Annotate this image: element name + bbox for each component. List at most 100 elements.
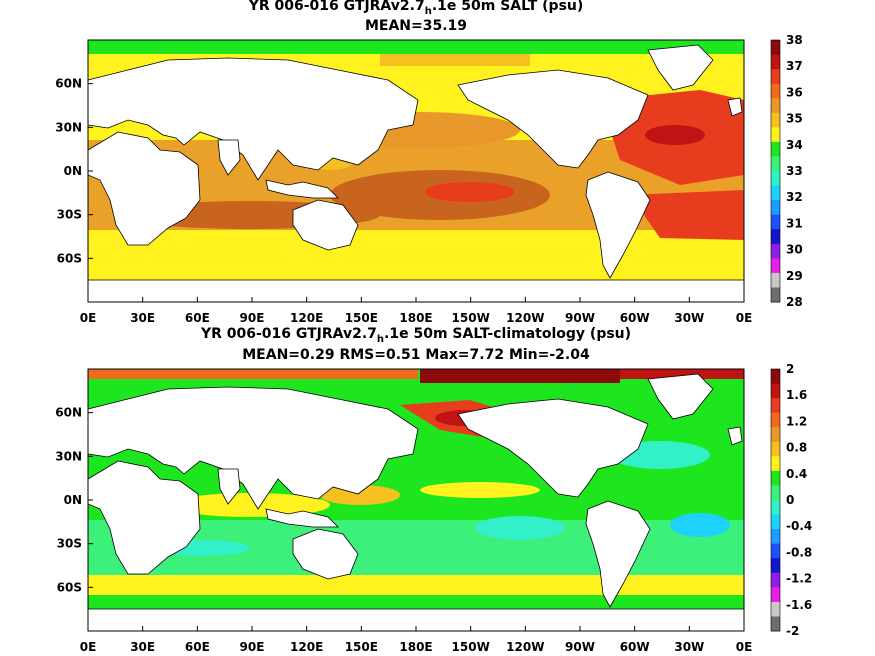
bottom-lon-label: 150W (452, 640, 490, 654)
top-lat-label: 60N (55, 77, 82, 91)
bottom-satlantic-blue (670, 513, 730, 537)
top-colorbar-swatch (771, 98, 780, 114)
top-spacific-red (425, 182, 515, 202)
top-colorbar-label: 28 (786, 295, 803, 309)
bottom-colorbar-swatch (771, 500, 780, 516)
top-stats-text: MEAN=35.19 (364, 18, 468, 34)
top-colorbar-label: 31 (786, 216, 803, 230)
top-lon-label: 0E (736, 311, 753, 325)
bottom-spacific-cyan (475, 516, 565, 540)
bottom-map-stats: MEAN=0.29 RMS=0.51 Max=7.72 Min=-2.04 (88, 347, 744, 364)
bottom-lon-label: 0E (736, 640, 753, 654)
bottom-colorbar-swatch (771, 485, 780, 501)
top-colorbar-swatch (771, 200, 780, 216)
top-colorbar-label: 35 (786, 112, 803, 126)
top-colorbar-swatch (771, 40, 780, 56)
top-lon-label: 60W (620, 311, 650, 325)
bottom-colorbar-swatch (771, 514, 780, 530)
top-lon-label: 150W (452, 311, 490, 325)
bottom-lon-label: 60W (620, 640, 650, 654)
bottom-lat-label: 60N (55, 406, 82, 420)
top-natlantic-darkred (645, 125, 705, 145)
top-lon-label: 0E (80, 311, 97, 325)
bottom-colorbar-swatch (771, 427, 780, 443)
top-map-stats: MEAN=35.19 (88, 18, 744, 35)
bottom-colorbar-swatch (771, 383, 780, 399)
top-colorbar-frame (770, 39, 781, 303)
bottom-colorbar-swatch (771, 543, 780, 559)
bottom-colorbar-label: 2 (786, 362, 794, 376)
bottom-arctic-orange (88, 369, 418, 379)
axis-labels: 60N 30N 0N 30S 60S 0E 30E 60E 90E 120E 150E 180E 150… (55, 77, 752, 654)
bottom-colorbar-swatch (771, 558, 780, 574)
top-colorbar-label: 29 (786, 269, 803, 283)
top-lon-label: 120W (506, 311, 544, 325)
top-colorbar-swatch (771, 171, 780, 187)
bottom-colorbar-swatch (771, 441, 780, 457)
bottom-colorbar-frame (770, 368, 781, 632)
top-lat-label: 30N (55, 120, 82, 134)
bottom-colorbar-label: 1.6 (786, 388, 807, 402)
top-colorbar-swatch (771, 185, 780, 201)
bottom-arctic-red-atl (620, 369, 744, 379)
bottom-colorbar-swatch (771, 616, 780, 632)
bottom-lon-label: 150E (345, 640, 378, 654)
bottom-colorbar-swatch (771, 572, 780, 588)
top-colorbar-label: 34 (786, 138, 803, 152)
bottom-lat-label: 60S (57, 580, 82, 594)
bottom-colorbar-swatch (771, 369, 780, 385)
bottom-lon-label: 30W (674, 640, 704, 654)
top-colorbar-swatch (771, 83, 780, 99)
bottom-lon-label: 90W (565, 640, 595, 654)
top-colorbar-swatch (771, 156, 780, 172)
bottom-eqpacific-yellow (420, 482, 540, 498)
bottom-stats-text: MEAN=0.29 RMS=0.51 Max=7.72 Min=-2.04 (242, 347, 590, 363)
top-title-main: YR 006-016 GTJRAv2.7 (248, 0, 425, 14)
top-colorbar-label: 38 (786, 33, 803, 47)
bottom-lat-label: 30S (57, 537, 82, 551)
bottom-lon-label: 30E (130, 640, 155, 654)
top-lon-label: 30E (130, 311, 155, 325)
top-arctic-green (88, 40, 744, 54)
top-lat-label: 30S (57, 208, 82, 222)
top-colorbar-swatch (771, 214, 780, 230)
bottom-indian-yellow (170, 493, 330, 517)
colorbars: 38 37 36 35 34 33 32 31 30 29 28 2 1.6 1.2 0.8 0.4 0 -0.4… (770, 33, 812, 638)
top-lat-label: 0N (64, 164, 82, 178)
bottom-lat-label: 0N (64, 493, 82, 507)
top-colorbar-swatch (771, 243, 780, 259)
top-lon-label: 180E (399, 311, 432, 325)
bottom-lon-label: 180E (399, 640, 432, 654)
bottom-colorbar-label: -0.8 (786, 545, 812, 559)
top-colorbar-label: 30 (786, 243, 803, 257)
top-colorbar-swatch (771, 141, 780, 157)
bottom-lon-label: 0E (80, 640, 97, 654)
top-colorbar-label: 37 (786, 59, 803, 73)
bottom-map-title: YR 006-016 GTJRAv2.7h.1e 50m SALT-climat… (88, 326, 744, 348)
bottom-colorbar-label: -0.4 (786, 519, 812, 533)
top-lon-label: 60E (185, 311, 210, 325)
bottom-colorbar-label: -1.6 (786, 598, 812, 612)
bottom-colorbar-swatch (771, 398, 780, 414)
top-title-rest: .1e 50m SALT (psu) (431, 0, 584, 14)
bottom-arctic-darkred (420, 369, 620, 383)
bottom-colorbar-swatch (771, 470, 780, 486)
bottom-colorbar-swatch (771, 587, 780, 603)
top-colorbar-swatch (771, 258, 780, 274)
bottom-map (87, 368, 745, 632)
bottom-lon-label: 90E (240, 640, 265, 654)
bottom-lon-label: 60E (185, 640, 210, 654)
top-colorbar-label: 33 (786, 164, 803, 178)
bottom-lon-label: 120W (506, 640, 544, 654)
bottom-colorbar-swatch (771, 529, 780, 545)
bottom-title-sub: h (376, 333, 385, 345)
bottom-southern-yellow (88, 575, 744, 595)
top-colorbar-swatch (771, 69, 780, 85)
bottom-lat-label: 30N (55, 449, 82, 463)
top-npacific-subpolar (380, 54, 530, 66)
top-lat-label: 60S (57, 251, 82, 265)
top-lon-label: 150E (345, 311, 378, 325)
bottom-colorbar-label: 0.4 (786, 467, 807, 481)
top-colorbar-label: 32 (786, 190, 803, 204)
